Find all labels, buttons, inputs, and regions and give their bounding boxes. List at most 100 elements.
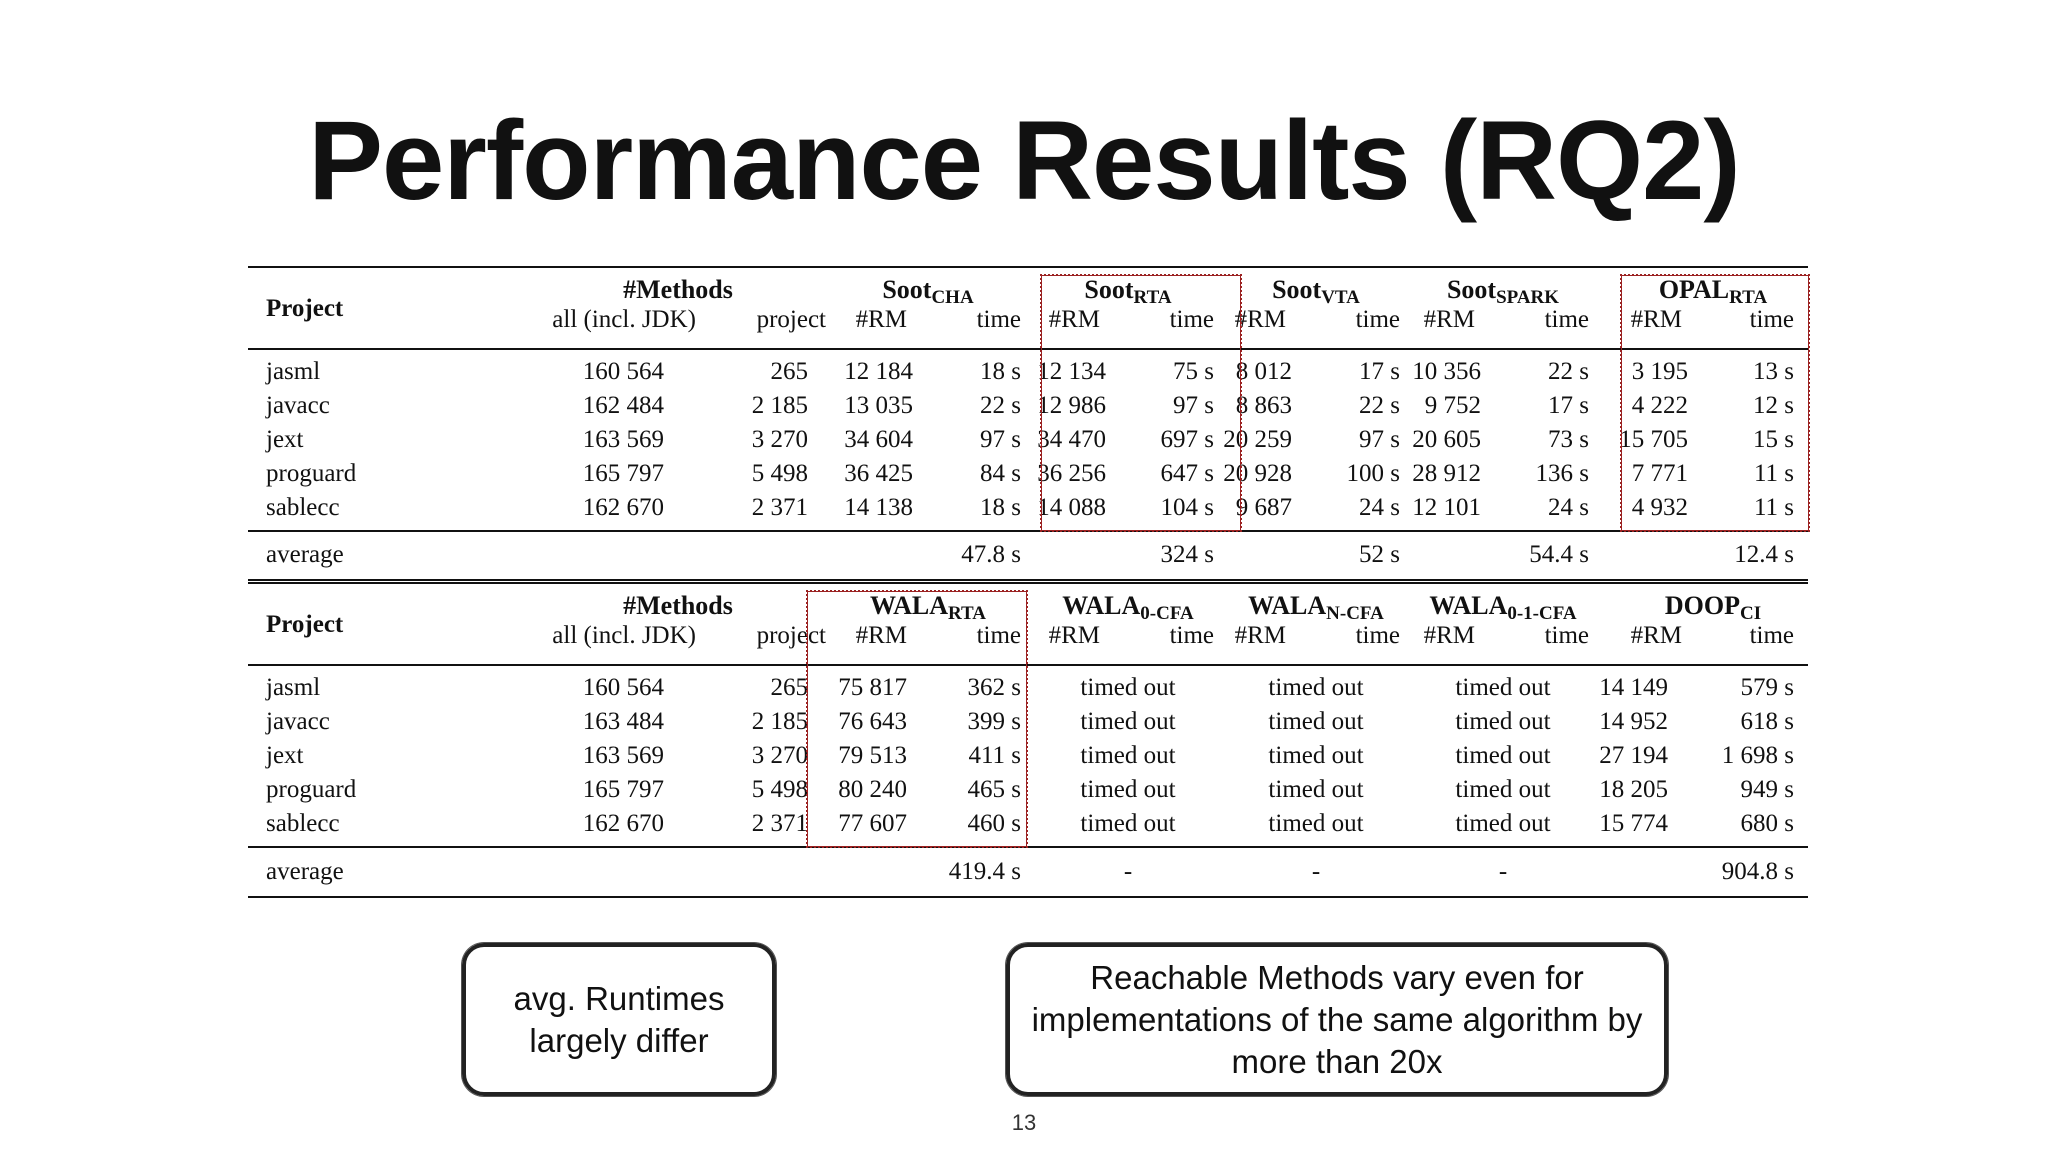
t2-wala-01cfa-status: timed out bbox=[1455, 742, 1551, 769]
t1-group-soot-rta-name: Soot bbox=[1084, 275, 1134, 304]
t1-time-value: 11 s bbox=[1753, 494, 1794, 521]
t1-time-value: 17 s bbox=[1359, 358, 1400, 385]
t1-project-name: javacc bbox=[266, 392, 330, 419]
t2-average-value: - bbox=[1123, 858, 1133, 885]
t2-time-header: time bbox=[1355, 622, 1400, 649]
t2-time-header: time bbox=[1749, 622, 1794, 649]
t1-group-soot-cha: SootCHA bbox=[808, 273, 1048, 310]
t2-group-wala-0-1-cfa-subscript: 0-1-CFA bbox=[1507, 603, 1577, 624]
t1-rm-value: 3 195 bbox=[1631, 358, 1688, 385]
t2-methods-all: 160 564 bbox=[582, 674, 664, 701]
t1-rm-value: 15 705 bbox=[1619, 426, 1688, 453]
t2-average-label: average bbox=[266, 858, 344, 885]
t2-group-wala-n-cfa: WALAN-CFA bbox=[1196, 589, 1436, 626]
page-number: 13 bbox=[1011, 1110, 1037, 1135]
t1-rm-value: 20 605 bbox=[1412, 426, 1481, 453]
t1-rm-value: 13 035 bbox=[844, 392, 913, 419]
t1-time-value: 75 s bbox=[1173, 358, 1214, 385]
t1-rm-value: 28 912 bbox=[1412, 460, 1481, 487]
t1-rm-value: 34 470 bbox=[1037, 426, 1106, 453]
t2-project-name: javacc bbox=[266, 708, 330, 735]
t1-rm-value: 7 771 bbox=[1631, 460, 1688, 487]
t1-methods-project: 3 270 bbox=[751, 426, 808, 453]
t2-project-name: jasml bbox=[266, 674, 321, 701]
t2-group-doop-ci-subscript: CI bbox=[1739, 603, 1762, 624]
t1-time-value: 24 s bbox=[1359, 494, 1400, 521]
t1-time-value: 73 s bbox=[1548, 426, 1589, 453]
t1-methods-project: 2 371 bbox=[751, 494, 808, 521]
t2-doop-time: 949 s bbox=[1740, 776, 1794, 803]
t1-time-value: 18 s bbox=[980, 358, 1021, 385]
t2-group-wala-n-cfa-name: WALA bbox=[1248, 591, 1327, 620]
t1-group-soot-spark-name: Soot bbox=[1446, 275, 1497, 304]
t2-average-value: 904.8 s bbox=[1721, 858, 1794, 885]
t1-time-value: 18 s bbox=[980, 494, 1021, 521]
t2-doop-time: 1 698 s bbox=[1721, 742, 1794, 769]
t1-time-header: time bbox=[976, 306, 1021, 333]
t1-time-value: 84 s bbox=[980, 460, 1021, 487]
t2-rm-header: #RM bbox=[855, 622, 907, 649]
t1-group-opal-rta: OPALRTA bbox=[1593, 273, 1833, 310]
t2-doop-rm: 27 194 bbox=[1599, 742, 1668, 769]
t2-wala-0cfa-status: timed out bbox=[1080, 742, 1176, 769]
performance-table-1: Project #Methods all (incl. JDK) project Soo… bbox=[248, 266, 1810, 582]
t1-time-value: 24 s bbox=[1548, 494, 1589, 521]
t1-rm-value: 8 863 bbox=[1235, 392, 1292, 419]
t2-methods-project: 3 270 bbox=[751, 742, 808, 769]
t1-body-rule bbox=[248, 530, 1808, 532]
t2-wala-0cfa-status: timed out bbox=[1080, 708, 1176, 735]
t2-group-wala-rta: WALARTA bbox=[808, 589, 1048, 626]
t1-header-rule bbox=[248, 348, 1808, 350]
t1-highlight-box bbox=[1040, 274, 1242, 532]
t2-wala-0cfa-status: timed out bbox=[1080, 810, 1176, 837]
t2-average-value: 419.4 s bbox=[948, 858, 1021, 885]
t2-wala-ncfa-status: timed out bbox=[1268, 776, 1364, 803]
t1-average-value: 12.4 s bbox=[1734, 541, 1794, 568]
t1-average-label: average bbox=[266, 541, 344, 568]
t1-time-value: 100 s bbox=[1346, 460, 1400, 487]
t1-average-value: 47.8 s bbox=[961, 541, 1021, 568]
t1-methods-project-header: project bbox=[756, 306, 826, 333]
t2-body-rule bbox=[248, 846, 1808, 848]
t2-group-wala-rta-subscript: RTA bbox=[947, 603, 987, 624]
t1-rm-header: #RM bbox=[1048, 306, 1100, 333]
slide-title: Performance Results (RQ2) bbox=[308, 98, 1740, 223]
t1-group-soot-vta-subscript: VTA bbox=[1321, 287, 1360, 308]
t1-group-soot-cha-name: Soot bbox=[882, 275, 932, 304]
t1-time-value: 97 s bbox=[980, 426, 1021, 453]
t1-time-value: 22 s bbox=[1548, 358, 1589, 385]
t2-methods-project: 2 371 bbox=[751, 810, 808, 837]
t2-wala-ncfa-status: timed out bbox=[1268, 742, 1364, 769]
t1-time-value: 97 s bbox=[1173, 392, 1214, 419]
t1-rm-header: #RM bbox=[1630, 306, 1682, 333]
t1-methods-all: 163 569 bbox=[582, 426, 664, 453]
t1-group-soot-cha-subscript: CHA bbox=[931, 287, 974, 308]
t1-rm-value: 4 222 bbox=[1631, 392, 1688, 419]
t1-rm-value: 9 687 bbox=[1235, 494, 1292, 521]
t1-rm-value: 36 425 bbox=[844, 460, 913, 487]
t1-time-value: 97 s bbox=[1359, 426, 1400, 453]
t1-time-value: 22 s bbox=[1359, 392, 1400, 419]
t2-wala-rta-time: 399 s bbox=[967, 708, 1021, 735]
t1-time-value: 15 s bbox=[1753, 426, 1794, 453]
t2-project-name: sablecc bbox=[266, 810, 340, 837]
t2-doop-rm: 14 149 bbox=[1599, 674, 1668, 701]
t2-group-wala-0-1-cfa: WALA0-1-CFA bbox=[1383, 589, 1623, 626]
t2-doop-time: 680 s bbox=[1740, 810, 1794, 837]
t2-average-value: - bbox=[1498, 858, 1508, 885]
t1-rm-value: 12 101 bbox=[1412, 494, 1481, 521]
t1-methods-all: 162 484 bbox=[582, 392, 664, 419]
t2-time-header: time bbox=[1544, 622, 1589, 649]
t2-rm-header: #RM bbox=[1630, 622, 1682, 649]
t1-rm-value: 36 256 bbox=[1037, 460, 1106, 487]
t2-doop-rm: 14 952 bbox=[1599, 708, 1668, 735]
t2-wala-ncfa-status: timed out bbox=[1268, 708, 1364, 735]
t2-methods-all: 163 569 bbox=[582, 742, 664, 769]
t1-rm-value: 34 604 bbox=[844, 426, 913, 453]
t1-rm-value: 10 356 bbox=[1412, 358, 1481, 385]
note-runtimes-text: avg. Runtimes largely differ bbox=[513, 979, 725, 1059]
t1-time-value: 13 s bbox=[1753, 358, 1794, 385]
t1-time-value: 647 s bbox=[1160, 460, 1214, 487]
t1-group-soot-spark-subscript: SPARK bbox=[1496, 287, 1560, 308]
t1-rm-value: 9 752 bbox=[1424, 392, 1481, 419]
